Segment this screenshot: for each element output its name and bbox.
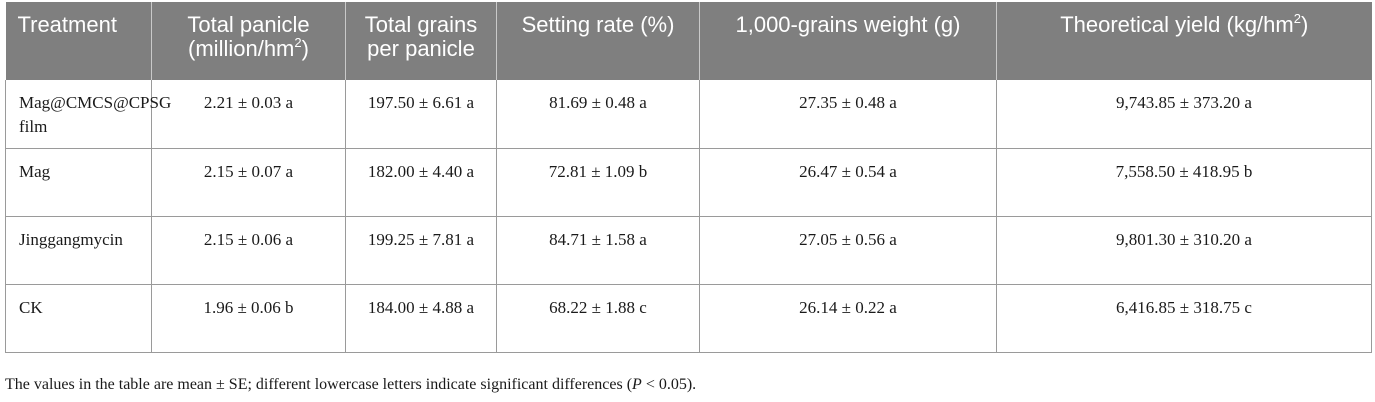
cell-weight: 27.35 ± 0.48 a [699,80,997,149]
table-row: Mag 2.15 ± 0.07 a 182.00 ± 4.40 a 72.81 … [5,148,1372,217]
cell-treatment: CK [5,284,152,353]
cell-grains: 197.50 ± 6.61 a [345,80,497,149]
cell-panicle: 2.15 ± 0.06 a [151,216,346,285]
cell-weight: 27.05 ± 0.56 a [699,216,997,285]
yield-components-table: Treatment Total panicle (million/hm2) To… [5,2,1372,353]
cell-yield: 6,416.85 ± 318.75 c [996,284,1372,353]
cell-grains: 182.00 ± 4.40 a [345,148,497,217]
cell-treatment: Mag@CMCS@CPSG film [5,80,171,149]
cell-panicle: 1.96 ± 0.06 b [151,284,346,353]
header-theoretical-yield: Theoretical yield (kg/hm2) [996,2,1372,80]
cell-weight: 26.47 ± 0.54 a [699,148,997,217]
cell-panicle: 2.21 ± 0.03 a [151,80,346,149]
table-header-row: Treatment Total panicle (million/hm2) To… [5,2,1372,80]
header-total-panicle: Total panicle (million/hm2) [151,2,346,80]
table-row: Jinggangmycin 2.15 ± 0.06 a 199.25 ± 7.8… [5,216,1372,285]
cell-yield: 9,801.30 ± 310.20 a [996,216,1372,285]
cell-weight: 26.14 ± 0.22 a [699,284,997,353]
cell-panicle: 2.15 ± 0.07 a [151,148,346,217]
header-treatment: Treatment [5,2,152,80]
table-footnote: The values in the table are mean ± SE; d… [5,376,697,393]
cell-setting: 68.22 ± 1.88 c [496,284,700,353]
cell-setting: 72.81 ± 1.09 b [496,148,700,217]
cell-grains: 184.00 ± 4.88 a [345,284,497,353]
data-table-container: Treatment Total panicle (million/hm2) To… [5,2,1372,353]
cell-grains: 199.25 ± 7.81 a [345,216,497,285]
header-setting-rate: Setting rate (%) [496,2,700,80]
table-row: CK 1.96 ± 0.06 b 184.00 ± 4.88 a 68.22 ±… [5,284,1372,353]
cell-yield: 9,743.85 ± 373.20 a [996,80,1372,149]
header-grain-weight: 1,000-grains weight (g) [699,2,997,80]
cell-setting: 81.69 ± 0.48 a [496,80,700,149]
cell-treatment: Jinggangmycin [5,216,152,285]
cell-treatment: Mag [5,148,152,217]
header-total-grains: Total grains per panicle [345,2,497,80]
table-row: Mag@CMCS@CPSG film 2.21 ± 0.03 a 197.50 … [5,80,1372,149]
cell-setting: 84.71 ± 1.58 a [496,216,700,285]
cell-yield: 7,558.50 ± 418.95 b [996,148,1372,217]
